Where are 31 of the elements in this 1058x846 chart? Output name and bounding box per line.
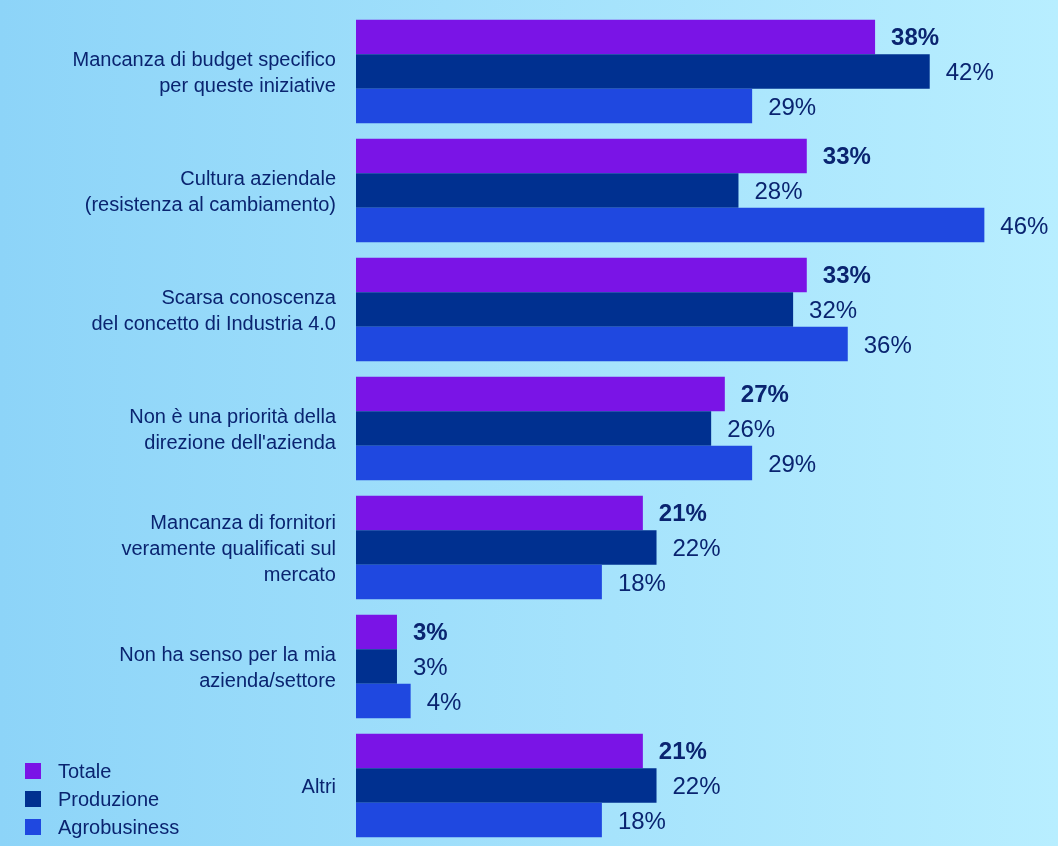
data-label: 46% <box>1000 211 1049 239</box>
y-tick-label: Mancanza di fornitori veramente qualificati sul mercato <box>121 510 336 585</box>
data-label: 29% <box>768 92 817 120</box>
data-label: 18% <box>617 806 666 834</box>
data-label: 33% <box>822 261 871 289</box>
legend-label: Produzione <box>58 788 160 810</box>
data-label: 3% <box>412 653 448 680</box>
data-label: 18% <box>617 568 666 596</box>
y-tick-label: Mancanza di budget specifico per queste iniziative <box>72 47 336 96</box>
data-label: 36% <box>863 330 912 358</box>
legend-label: Agrobusiness <box>58 816 180 838</box>
legend-label: Totale <box>58 760 112 782</box>
data-label: 3% <box>412 618 448 646</box>
data-label: 22% <box>672 772 721 799</box>
y-tick-label: Non è una priorità della direzione dell'azienda <box>129 404 337 453</box>
data-label: 22% <box>672 534 721 561</box>
data-label: 29% <box>768 449 817 477</box>
y-tick-label: Altri <box>301 774 336 797</box>
y-tick-label: Non ha senso per la mia azienda/settore <box>119 642 337 691</box>
data-label: 21% <box>658 499 707 527</box>
data-label: 28% <box>754 177 803 204</box>
data-label: 32% <box>809 296 858 323</box>
data-label: 33% <box>822 142 871 170</box>
data-label: 21% <box>658 737 707 765</box>
data-label: 42% <box>945 58 994 85</box>
data-label: 26% <box>727 415 776 442</box>
data-label: 27% <box>740 380 789 408</box>
data-label: 4% <box>426 687 462 715</box>
data-label: 38% <box>891 23 940 51</box>
y-tick-label: Scarsa conoscenza del concetto di Industria 4.0 <box>91 285 337 334</box>
y-tick-label: Cultura aziendale (resistenza al cambiamento) <box>84 166 336 215</box>
